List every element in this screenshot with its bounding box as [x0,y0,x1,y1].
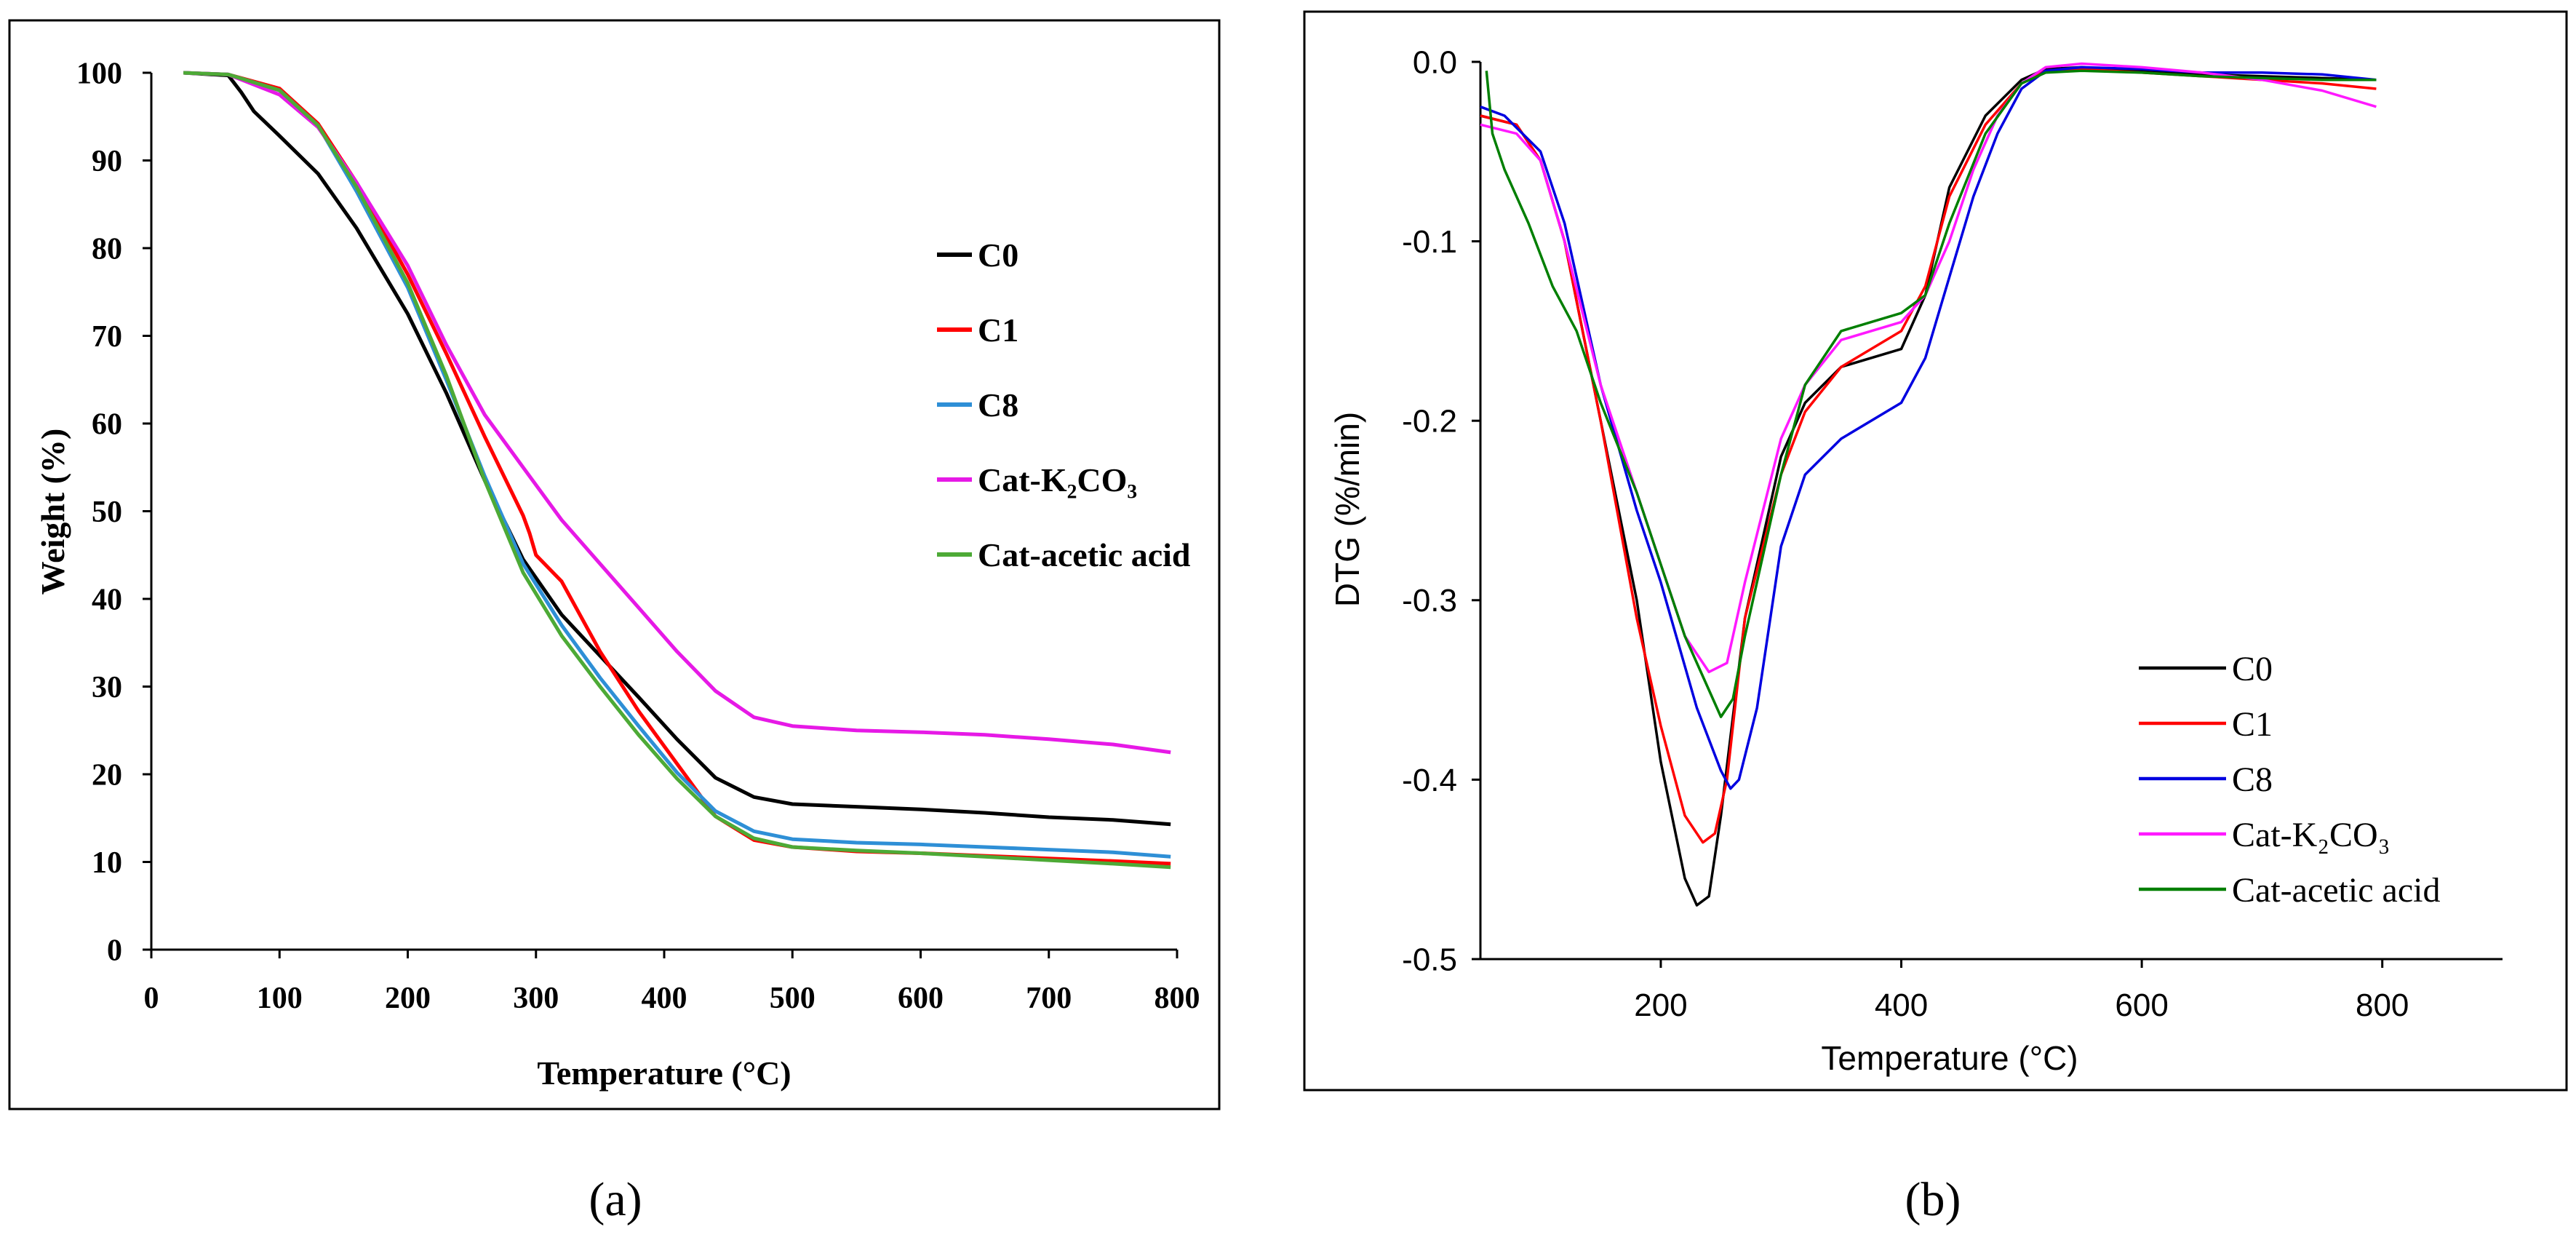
panel-b-x-label: Temperature (°C) [1821,1039,2078,1077]
x-tick-label: 800 [1155,982,1200,1015]
x-tick-label: 800 [2356,987,2409,1023]
y-tick-label: 70 [92,320,122,354]
panel-b-y-label: DTG (%/min) [1328,412,1366,607]
legend-label-3: C8 [978,386,1018,424]
x-tick-label: 400 [642,982,687,1015]
x-tick-label: 200 [385,982,431,1015]
legend-label-3: C8 [2232,760,2273,799]
legend-label-5: Cat-acetic acid [978,536,1191,573]
legend-label-5: Cat-acetic acid [2232,871,2440,910]
x-tick-label: 0 [144,982,159,1015]
x-tick-label: 400 [1875,987,1928,1023]
y-tick-label: 10 [92,846,122,880]
y-tick-label: 20 [92,759,122,792]
y-tick-label: 30 [92,671,122,704]
panel-b-series [1480,62,2377,907]
x-tick-label: 600 [2115,987,2168,1023]
panel-a-frame [8,19,1221,1110]
series-line-5 [1485,69,2377,718]
x-tick-label: 600 [898,982,944,1015]
legend-label-2: C1 [978,311,1018,349]
y-tick-label: 60 [92,408,122,442]
panel-b: 200 400 600 800 0.0 -0.1 -0.2 -0.3 -0.4 -0.5 Tem… [1303,10,2568,1092]
panel-b-y-ticks: 0.0 -0.1 -0.2 -0.3 -0.4 -0.5 [1402,44,1480,977]
panel-a-x-label: Temperature (°C) [537,1054,791,1092]
panel-a-x-ticks: 0 100 200 300 400 500 600 700 800 [144,950,1200,1015]
x-tick-label: 300 [513,982,559,1015]
panel-a-legend: C0 C1 C8 Cat-K₂CO₃ Cat-acetic acid [937,237,1191,573]
y-tick-label: -0.4 [1402,763,1457,798]
y-tick-label: 100 [76,57,122,91]
y-tick-label: -0.3 [1402,583,1457,619]
series-line-5 [183,71,1171,870]
y-tick-label: -0.2 [1402,404,1457,440]
y-tick-label: 0.0 [1413,44,1457,80]
series-line-1 [183,71,1171,827]
y-tick-label: 90 [92,145,122,178]
panel-b-legend: C0 C1 C8 Cat-K₂CO₃ Cat-acetic acid [2139,650,2440,910]
y-tick-label: 0 [107,934,122,968]
legend-label-4: Cat-K₂CO₃ [2232,816,2390,854]
legend-label-4: Cat-K₂CO₃ [978,461,1137,498]
panel-a: 0 100 200 300 400 500 600 700 800 0 10 20 30 40 50 60 7… [8,19,1221,1110]
x-tick-label: 100 [257,982,303,1015]
panel-a-y-label: Weight (%) [34,429,71,595]
y-tick-label: 50 [92,496,122,529]
y-tick-label: -0.1 [1402,224,1457,260]
panel-b-x-ticks: 200 400 600 800 [1634,959,2409,1023]
legend-label-1: C0 [2232,650,2273,688]
legend-label-1: C0 [978,237,1018,274]
panel-a-y-ticks: 0 10 20 30 40 50 60 70 80 90 100 [76,57,151,968]
y-tick-label: -0.5 [1402,942,1457,977]
y-tick-label: 80 [92,233,122,266]
panel-b-caption: (b) [1905,1173,1961,1226]
x-tick-label: 500 [770,982,816,1015]
x-tick-label: 200 [1634,987,1687,1023]
y-tick-label: 40 [92,584,122,617]
series-line-4 [1480,62,2377,674]
x-tick-label: 700 [1026,982,1072,1015]
legend-label-2: C1 [2232,705,2273,744]
panel-a-series [183,71,1171,870]
panel-a-caption: (a) [589,1173,642,1226]
panel-b-frame [1303,10,2568,1092]
